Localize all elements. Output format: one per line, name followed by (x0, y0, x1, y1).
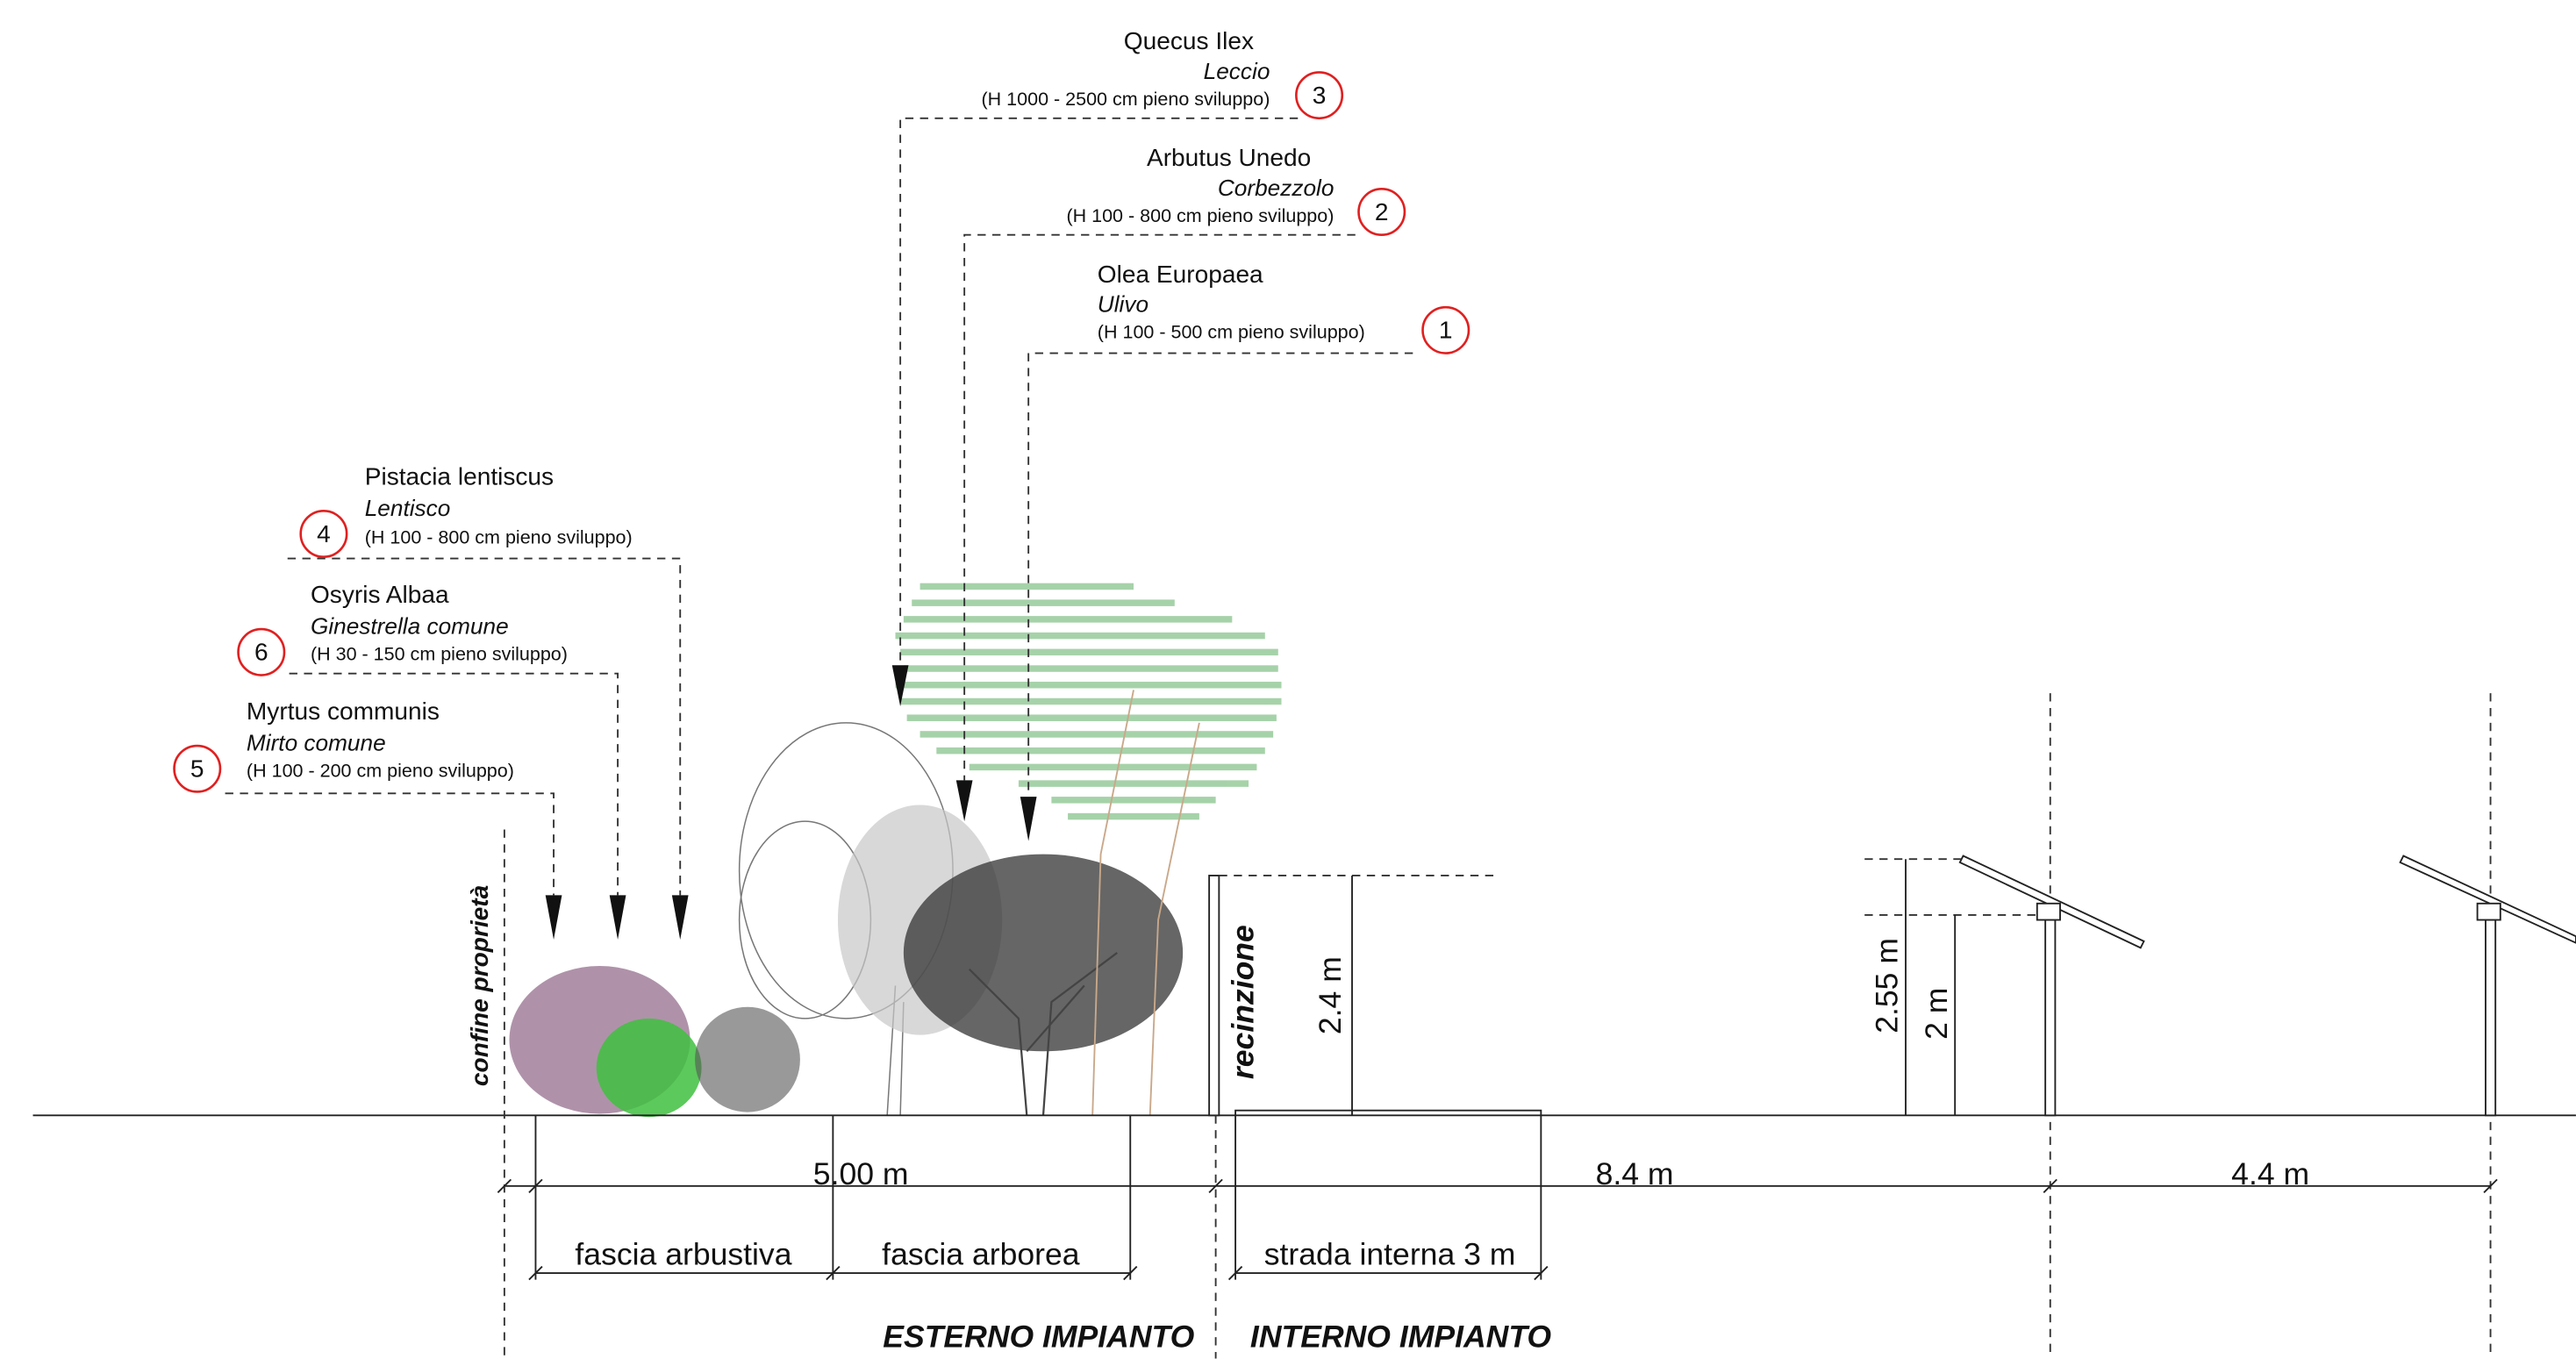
plant-label: 5 Myrtus communis Mirto comune (H 100 - … (173, 697, 514, 793)
outside-label: ESTERNO IMPIANTO (883, 1319, 1194, 1354)
plant-name: Quecus Ilex (1124, 27, 1254, 54)
plant-common: Lentisco (365, 495, 451, 521)
number-circle (237, 627, 286, 676)
dimension-lines (497, 1115, 2498, 1281)
plant-common: Corbezzolo (1218, 175, 1335, 201)
plant-number: 6 (254, 639, 268, 666)
road (1234, 1109, 1542, 1116)
plant-height: (H 100 - 200 cm pieno sviluppo) (247, 761, 514, 782)
tree-band: fascia arborea (882, 1237, 1080, 1272)
number-circle (299, 509, 348, 559)
shrub-band: fascia arbustiva (575, 1237, 791, 1272)
plant-common: Ginestrella comune (311, 613, 509, 640)
panel-spacing: 4.4 m (2231, 1156, 2309, 1191)
plant-height: (H 30 - 150 cm pieno sviluppo) (311, 644, 568, 665)
plant-label: Arbutus Unedo Corbezzolo (H 100 - 800 cm… (1066, 144, 1406, 237)
plant-height: (H 100 - 800 cm pieno sviluppo) (1066, 205, 1334, 226)
road-panel-distance: 8.4 m (1596, 1156, 1674, 1191)
plant-common: Leccio (1204, 58, 1270, 84)
panel-axis-height: 2 m (1919, 988, 1954, 1040)
boundary-label: confine proprietà (466, 885, 493, 1086)
number-circle (1295, 71, 1344, 120)
fence-label: recinzione (1226, 925, 1261, 1079)
total-width: 5.00 m (813, 1156, 909, 1191)
fence (1208, 875, 1220, 1117)
inside-label: INTERNO IMPIANTO (1250, 1319, 1551, 1354)
plant-name: Olea Europaea (1098, 261, 1263, 288)
plant-label: Quecus Ilex Leccio (H 1000 - 2500 cm pie… (981, 27, 1344, 120)
plant-common: Mirto comune (247, 730, 386, 756)
plant-height: (H 1000 - 2500 cm pieno sviluppo) (981, 89, 1270, 110)
plant-name: Arbutus Unedo (1147, 144, 1311, 171)
plant-label: Olea Europaea Ulivo (H 100 - 500 cm pien… (1098, 261, 1470, 354)
plant-name: Pistacia lentiscus (365, 462, 554, 490)
plant-label: 4 Pistacia lentiscus Lentisco (H 100 - 8… (299, 462, 633, 559)
number-circle (1357, 188, 1406, 237)
plant-height: (H 100 - 500 cm pieno sviluppo) (1098, 322, 1365, 343)
panel-top-height: 2.55 m (1870, 938, 1905, 1034)
solar-panel (1864, 693, 2576, 1359)
plant-number: 5 (190, 755, 204, 783)
vegetation (509, 583, 1282, 1118)
plant-label: 6 Osyris Albaa Ginestrella comune (H 30 … (237, 581, 568, 676)
plant-name: Osyris Albaa (311, 581, 449, 608)
number-circle (173, 744, 222, 793)
plant-number: 4 (317, 520, 331, 547)
road-label: strada interna 3 m (1264, 1237, 1516, 1272)
plant-number: 3 (1313, 82, 1327, 109)
fence-height: 2.4 m (1313, 956, 1348, 1034)
leaders (225, 117, 1413, 940)
number-circle (1421, 305, 1470, 354)
plant-number: 2 (1375, 198, 1389, 225)
plant-common: Ulivo (1098, 291, 1148, 318)
plant-height: (H 100 - 800 cm pieno sviluppo) (365, 527, 633, 548)
plant-name: Myrtus communis (247, 697, 440, 725)
plant-number: 1 (1439, 317, 1453, 344)
